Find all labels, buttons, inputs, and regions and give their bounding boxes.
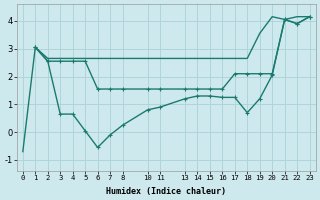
X-axis label: Humidex (Indice chaleur): Humidex (Indice chaleur) xyxy=(106,187,226,196)
